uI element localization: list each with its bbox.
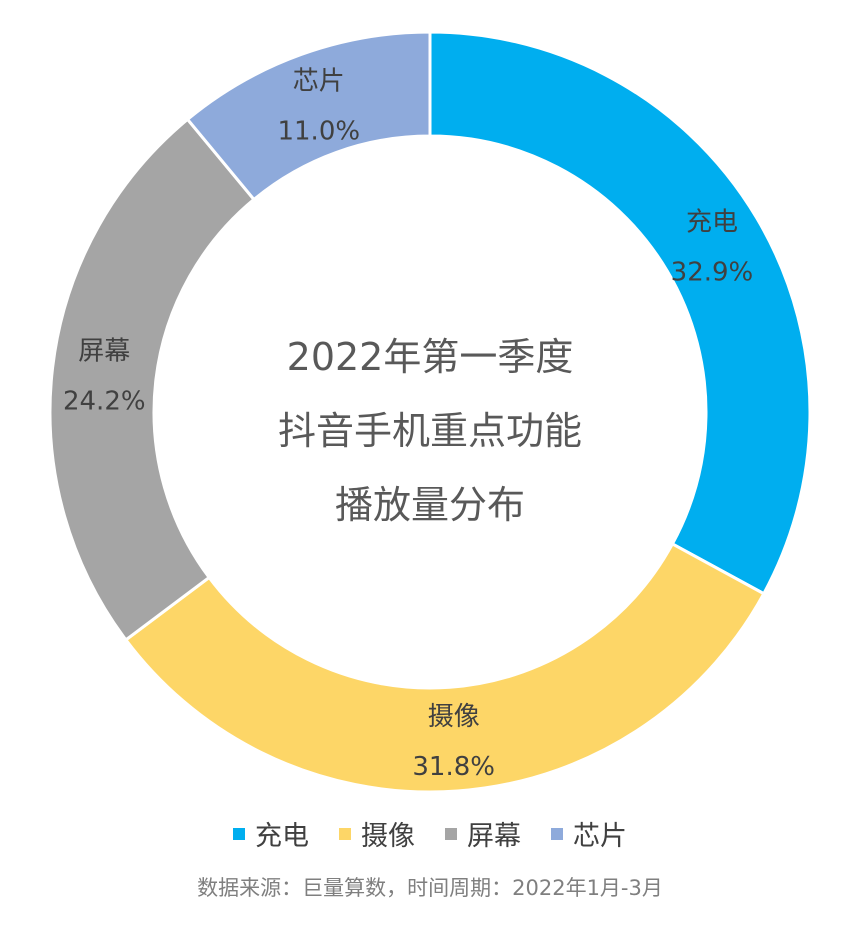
donut-slice-1	[428, 30, 812, 596]
donut-slice-3	[48, 117, 257, 642]
chart-title-line-1: 2022年第一季度	[286, 335, 574, 379]
legend-swatch	[551, 827, 563, 840]
chart-title-line-3: 播放量分布	[334, 483, 525, 527]
slice-name-label: 充电	[686, 207, 738, 237]
slice-name-label: 芯片	[293, 66, 345, 96]
legend-swatch	[233, 827, 245, 840]
legend-item: 芯片	[551, 814, 627, 853]
legend-item: 屏幕	[445, 814, 521, 853]
legend-label: 摄像	[361, 821, 415, 852]
chart-title: 2022年第一季度 抖音手机重点功能 播放量分布	[230, 320, 630, 542]
data-source-note: 数据来源：巨量算数，时间周期：2022年1月-3月	[197, 876, 663, 900]
slice-value-label: 24.2%	[63, 386, 146, 416]
legend-item: 充电	[233, 814, 309, 853]
slice-value-label: 31.8%	[412, 752, 495, 782]
donut-slice-2	[123, 541, 766, 794]
legend-item: 摄像	[339, 814, 415, 853]
legend-swatch	[339, 827, 351, 840]
slice-value-label: 32.9%	[671, 257, 754, 287]
slice-value-label: 11.0%	[277, 116, 360, 146]
legend-label: 充电	[255, 821, 309, 852]
legend-label: 屏幕	[467, 821, 521, 852]
legend-label: 芯片	[573, 821, 627, 852]
chart-legend: 充电 摄像 屏幕 芯片	[0, 814, 860, 853]
legend-swatch	[445, 827, 457, 840]
slice-labels: 充电 32.9% 摄像 31.8% 屏幕 24.2% 芯片 11.0%	[63, 66, 753, 782]
chart-title-line-2: 抖音手机重点功能	[277, 409, 582, 453]
slice-name-label: 摄像	[428, 702, 480, 732]
donut-slice-4	[185, 30, 432, 202]
donut-slices	[48, 30, 812, 794]
slice-name-label: 屏幕	[78, 336, 130, 366]
